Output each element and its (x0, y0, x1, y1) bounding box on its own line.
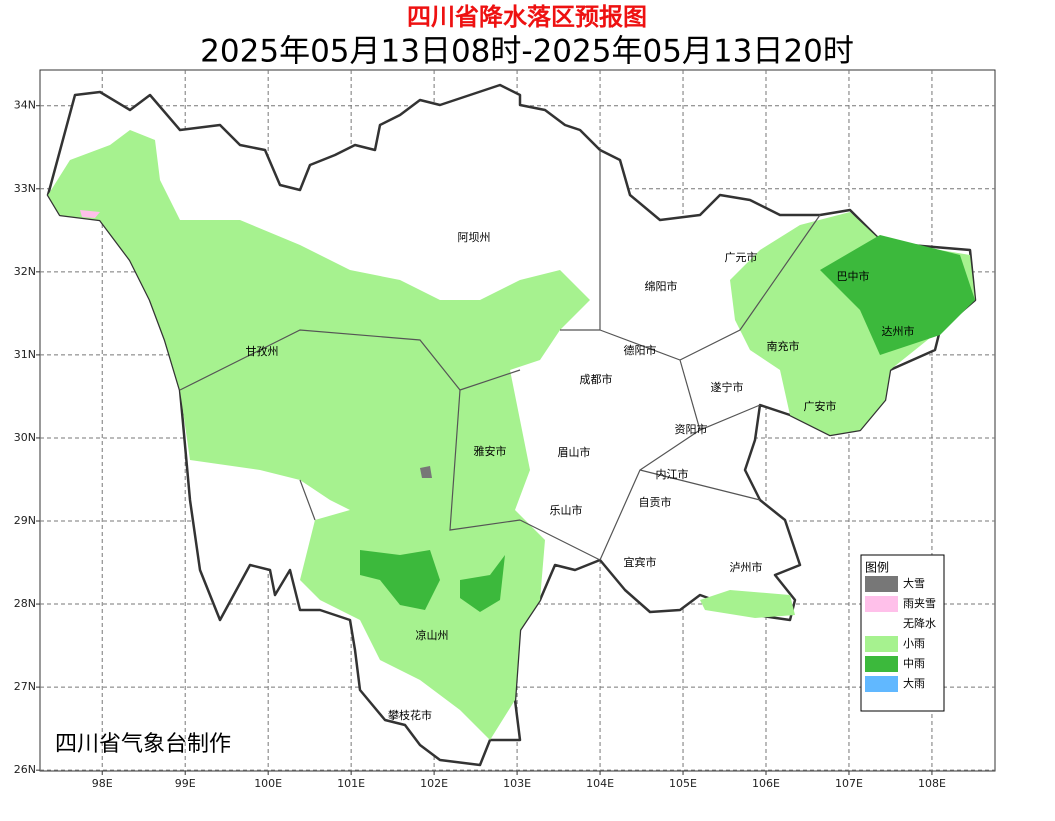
y-tick-label: 33N (14, 182, 36, 195)
city-label: 绵阳市 (645, 279, 678, 293)
city-label: 德阳市 (624, 343, 657, 357)
x-tick-label: 98E (92, 777, 113, 790)
x-tick-label: 105E (669, 777, 697, 790)
y-tick-label: 28N (14, 597, 36, 610)
city-borders (179, 150, 821, 561)
title: 四川省降水落区预报图 (407, 3, 647, 31)
x-tick-label: 102E (420, 777, 448, 790)
city-label: 遂宁市 (711, 380, 744, 394)
city-label: 巴中市 (837, 269, 870, 283)
x-tick-label: 106E (752, 777, 780, 790)
x-tick-label: 103E (503, 777, 531, 790)
city-label: 达州市 (882, 324, 915, 338)
city-label: 攀枝花市 (388, 708, 432, 722)
sleet-area (80, 210, 100, 218)
y-tick-label: 30N (14, 431, 36, 444)
legend-swatch (865, 616, 898, 632)
province (46, 83, 977, 767)
legend-label: 大雪 (903, 576, 925, 590)
city-label: 宜宾市 (624, 555, 657, 569)
city-label: 自贡市 (639, 495, 672, 509)
x-tick-label: 99E (175, 777, 196, 790)
y-tick-label: 26N (14, 763, 36, 776)
moderate-rain-area (820, 235, 975, 355)
legend-label: 雨夹雪 (903, 597, 936, 610)
legend-swatch (865, 676, 898, 692)
city-label: 内江市 (656, 467, 689, 481)
credit: 四川省气象台制作 (55, 732, 231, 757)
legend-label: 无降水 (903, 616, 936, 630)
legend-label: 大雨 (903, 676, 925, 690)
x-tick-label: 107E (835, 777, 863, 790)
moderate-rain-area (460, 555, 505, 612)
x-tick-label: 101E (337, 777, 365, 790)
light-rain-area (48, 130, 590, 740)
legend-swatch (865, 596, 898, 612)
light-rain-area (700, 590, 795, 618)
x-tick-label: 104E (586, 777, 614, 790)
moderate-rain-area (360, 550, 440, 610)
legend-title: 图例 (865, 561, 889, 575)
city-label: 阿坝州 (458, 230, 491, 244)
y-tick-label: 32N (14, 265, 36, 278)
city-label: 乐山市 (550, 503, 583, 517)
city-label: 甘孜州 (246, 344, 279, 358)
snow-area (420, 466, 432, 478)
city-label: 广安市 (804, 399, 837, 413)
x-tick-label: 108E (918, 777, 946, 790)
legend-label: 中雨 (903, 657, 925, 670)
city-label: 凉山州 (416, 628, 449, 642)
y-tick-label: 29N (14, 514, 36, 527)
city-label: 广元市 (725, 250, 758, 264)
legend-swatch (865, 656, 898, 672)
legend-swatch (865, 636, 898, 652)
y-tick-label: 34N (14, 99, 36, 112)
city-label: 南充市 (767, 339, 800, 353)
legend-label: 小雨 (903, 637, 925, 650)
city-label: 成都市 (580, 372, 613, 386)
city-label: 眉山市 (558, 445, 591, 459)
y-tick-label: 27N (14, 680, 36, 693)
city-label: 雅安市 (474, 444, 507, 458)
y-tick-label: 31N (14, 348, 36, 361)
city-label: 资阳市 (675, 422, 708, 436)
city-label: 泸州市 (730, 560, 763, 574)
subtitle: 2025年05月13日08时-2025年05月13日20时 (200, 34, 854, 70)
legend-swatch (865, 576, 898, 592)
x-tick-label: 100E (254, 777, 282, 790)
